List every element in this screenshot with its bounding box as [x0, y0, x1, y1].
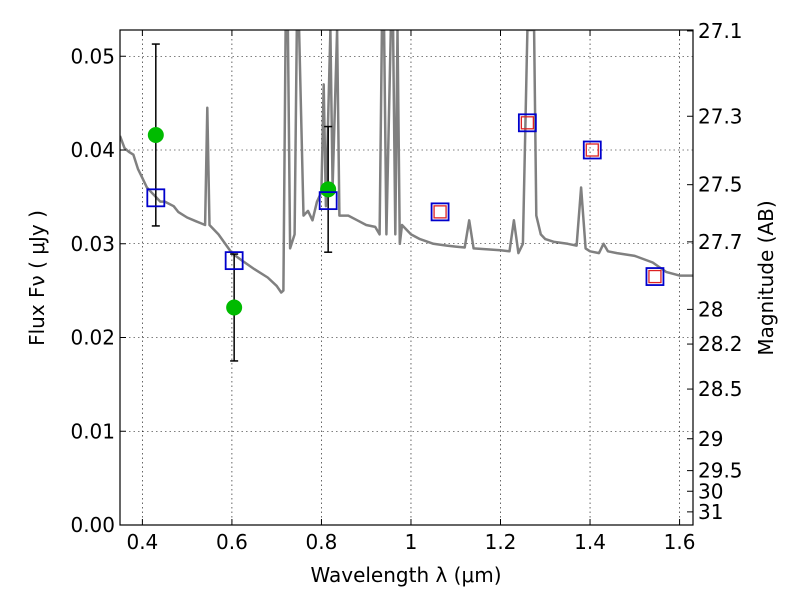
right-tick-label: 29	[698, 427, 723, 451]
right-tick-label: 31	[698, 500, 723, 524]
y-tick-label: 0.00	[70, 513, 115, 537]
model-flux-square	[645, 267, 665, 286]
x-tick-label: 1.4	[574, 530, 606, 554]
x-tick-label: 1	[405, 530, 418, 554]
right-tick-label: 27.5	[698, 173, 743, 197]
model-flux-inner-square	[648, 269, 662, 284]
x-tick-label: 0.4	[126, 530, 158, 554]
model-flux-square	[517, 113, 537, 133]
x-tick-label: 0.8	[306, 530, 338, 554]
grid-lines	[120, 30, 693, 525]
model-flux-square	[224, 251, 244, 271]
right-tick-label: 28.2	[698, 332, 743, 356]
model-flux-inner-square	[585, 143, 599, 157]
right-tick-label: 27.7	[698, 230, 743, 254]
right-tick-label: 29.5	[698, 459, 743, 483]
x-tick-label: 1.6	[664, 530, 696, 554]
right-tick-label: 28	[698, 297, 723, 321]
plot-frame	[119, 29, 694, 526]
y-tick-label: 0.04	[70, 138, 115, 162]
model-flux-square	[318, 191, 338, 211]
right-tick-label: 27.3	[698, 104, 743, 128]
model-flux-inner-square	[433, 205, 447, 219]
model-flux-inner-square	[520, 116, 535, 130]
right-tick-label: 27.1	[698, 19, 743, 43]
observed-flux-point	[147, 127, 164, 143]
x-axis-label: Wavelength λ (μm)	[310, 563, 501, 587]
y-tick-label: 0.02	[70, 326, 115, 350]
right-tick-label: 30	[698, 479, 723, 503]
observed-flux-point	[320, 181, 337, 198]
x-tick-label: 1.2	[485, 530, 517, 554]
x-tick-label: 0.6	[216, 530, 248, 554]
observed-flux-point	[226, 299, 243, 316]
y-tick-label: 0.01	[70, 419, 115, 443]
y-tick-label: 0.05	[70, 44, 115, 68]
model-flux-square	[146, 188, 166, 208]
model-flux-square	[582, 140, 602, 160]
y-axis-label: Flux Fν ( μJy )	[25, 210, 49, 346]
right-axis-label: Magnitude (AB)	[754, 200, 778, 355]
y-tick-label: 0.03	[70, 232, 115, 256]
model-flux-square	[430, 202, 450, 222]
sed-model-line	[120, 30, 693, 294]
right-tick-label: 28.5	[698, 377, 743, 401]
